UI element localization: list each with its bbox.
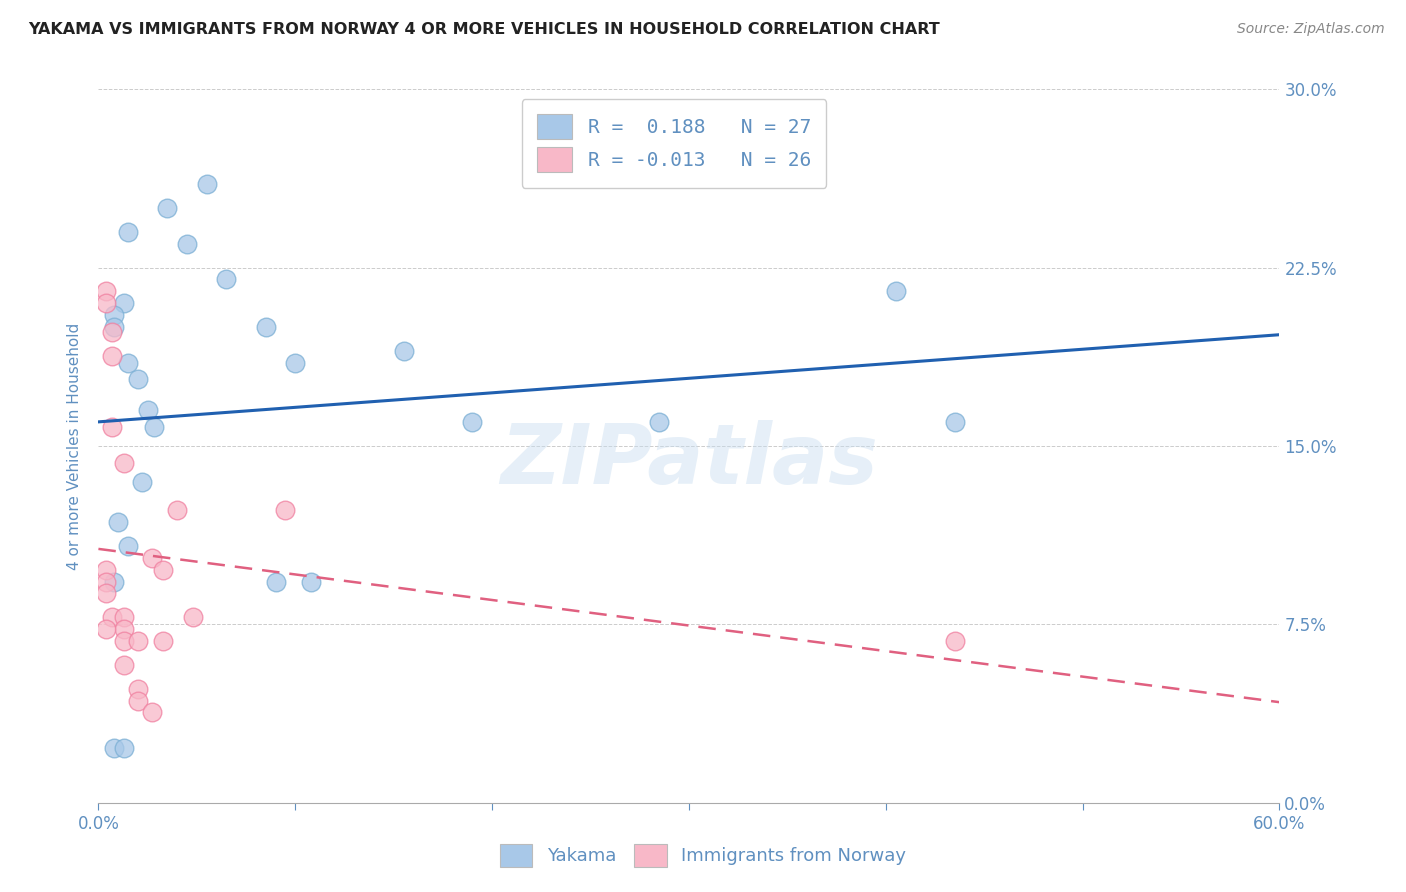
Point	[131, 475, 153, 489]
Point	[112, 741, 135, 756]
Point	[127, 693, 149, 707]
Point	[117, 539, 139, 553]
Legend: R =  0.188   N = 27, R = -0.013   N = 26: R = 0.188 N = 27, R = -0.013 N = 26	[522, 99, 827, 188]
Point	[101, 325, 124, 339]
Point	[117, 356, 139, 370]
Point	[299, 574, 322, 589]
Point	[264, 574, 287, 589]
Point	[141, 550, 163, 565]
Point	[96, 622, 118, 636]
Text: ZIPatlas: ZIPatlas	[501, 420, 877, 500]
Point	[648, 415, 671, 429]
Point	[392, 343, 415, 358]
Point	[96, 586, 118, 600]
Point	[884, 285, 907, 299]
Point	[156, 201, 179, 215]
Legend: Yakama, Immigrants from Norway: Yakama, Immigrants from Norway	[492, 837, 914, 874]
Point	[943, 415, 966, 429]
Point	[141, 706, 163, 720]
Point	[254, 320, 277, 334]
Point	[136, 403, 159, 417]
Point	[112, 622, 135, 636]
Point	[103, 320, 125, 334]
Point	[166, 503, 188, 517]
Y-axis label: 4 or more Vehicles in Household: 4 or more Vehicles in Household	[67, 322, 83, 570]
Point	[117, 225, 139, 239]
Point	[142, 420, 165, 434]
Point	[943, 634, 966, 648]
Point	[284, 356, 307, 370]
Text: Source: ZipAtlas.com: Source: ZipAtlas.com	[1237, 22, 1385, 37]
Point	[96, 285, 118, 299]
Point	[274, 503, 297, 517]
Point	[101, 349, 124, 363]
Point	[96, 574, 118, 589]
Point	[101, 610, 124, 624]
Point	[215, 272, 238, 286]
Point	[112, 634, 135, 648]
Point	[112, 610, 135, 624]
Point	[96, 563, 118, 577]
Point	[461, 415, 484, 429]
Point	[152, 563, 174, 577]
Point	[112, 456, 135, 470]
Point	[127, 634, 149, 648]
Point	[127, 681, 149, 696]
Point	[107, 515, 129, 529]
Text: YAKAMA VS IMMIGRANTS FROM NORWAY 4 OR MORE VEHICLES IN HOUSEHOLD CORRELATION CHA: YAKAMA VS IMMIGRANTS FROM NORWAY 4 OR MO…	[28, 22, 939, 37]
Point	[112, 657, 135, 672]
Point	[103, 741, 125, 756]
Point	[176, 236, 198, 251]
Point	[152, 634, 174, 648]
Point	[112, 296, 135, 310]
Point	[103, 308, 125, 322]
Point	[127, 372, 149, 386]
Point	[181, 610, 204, 624]
Point	[96, 296, 118, 310]
Point	[103, 574, 125, 589]
Point	[101, 420, 124, 434]
Point	[195, 178, 218, 192]
